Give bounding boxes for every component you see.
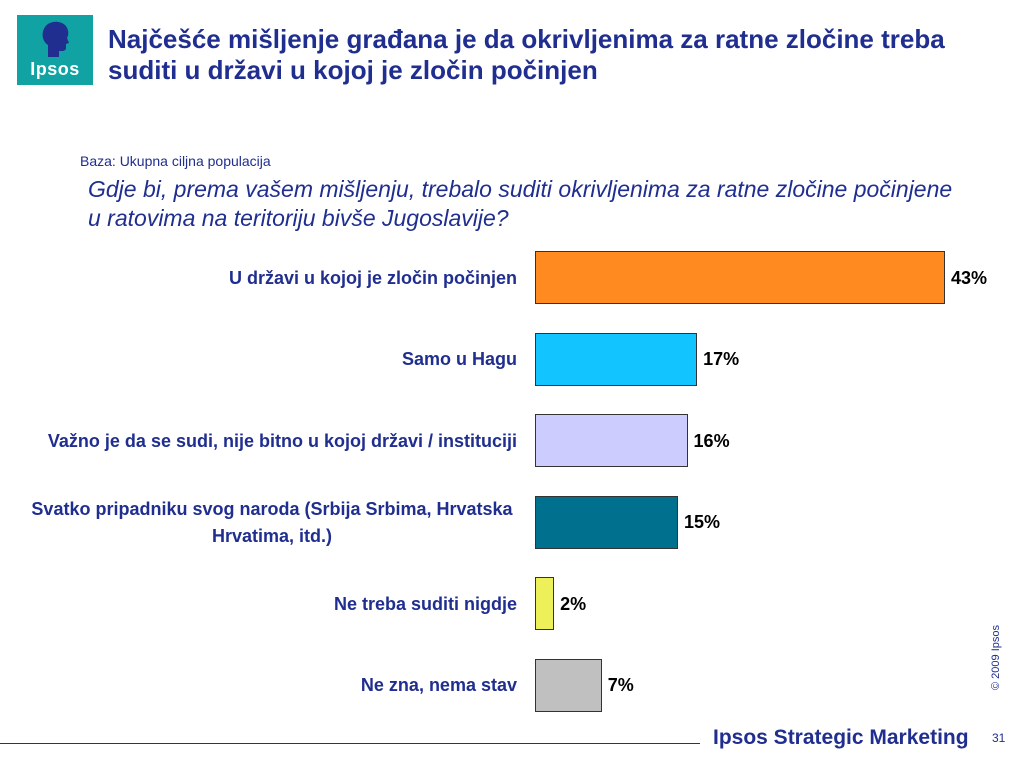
category-label: Ne treba suditi nigdje [333, 593, 517, 614]
bar [535, 332, 698, 386]
category-label: Ne zna, nema stav [360, 675, 517, 695]
footer-brand: Ipsos Strategic Marketing [713, 726, 969, 749]
bar [535, 658, 602, 712]
value-label: 16% [693, 430, 730, 451]
bar-row: Ne zna, nema stav 7% [0, 658, 1024, 714]
bar [535, 495, 679, 549]
value-label: 43% [951, 267, 988, 288]
bar [535, 414, 688, 467]
bar-row: Važno je da se sudi, nije bitno u kojoj … [0, 413, 1024, 469]
value-label: 2% [560, 593, 587, 614]
category-label: Svatko pripadniku svog naroda (Srbija Sr… [31, 498, 513, 546]
value-label: 15% [684, 512, 721, 532]
survey-question: Gdje bi, prema vašem mišljenju, trebalo … [88, 176, 953, 231]
slide-title: Najčešće mišljenje građana je da okrivlj… [108, 24, 945, 85]
ipsos-logo: Ipsos [17, 15, 93, 85]
logo-text: Ipsos [30, 59, 80, 79]
bar-row: Samo u Hagu 17% [0, 332, 1024, 388]
footer-divider [0, 743, 700, 744]
value-label: 7% [607, 675, 634, 695]
logo-head-icon [42, 21, 69, 58]
category-label: Važno je da se sudi, nije bitno u kojoj … [47, 430, 517, 451]
bar-row: Svatko pripadniku svog naroda (Srbija Sr… [0, 495, 1024, 551]
bar [535, 251, 945, 304]
category-label: Samo u Hagu [401, 349, 517, 369]
base-note: Baza: Ukupna ciljna populacija [80, 153, 271, 169]
copyright: © 2009 Ipsos [990, 625, 1002, 690]
bar-row: Ne treba suditi nigdje 2% [0, 576, 1024, 632]
value-label: 17% [703, 349, 740, 369]
bar-row: U državi u kojoj je zločin počinjen 43% [0, 250, 1024, 306]
bar [535, 577, 555, 630]
page-number: 31 [992, 731, 1006, 745]
category-label: U državi u kojoj je zločin počinjen [228, 267, 517, 288]
